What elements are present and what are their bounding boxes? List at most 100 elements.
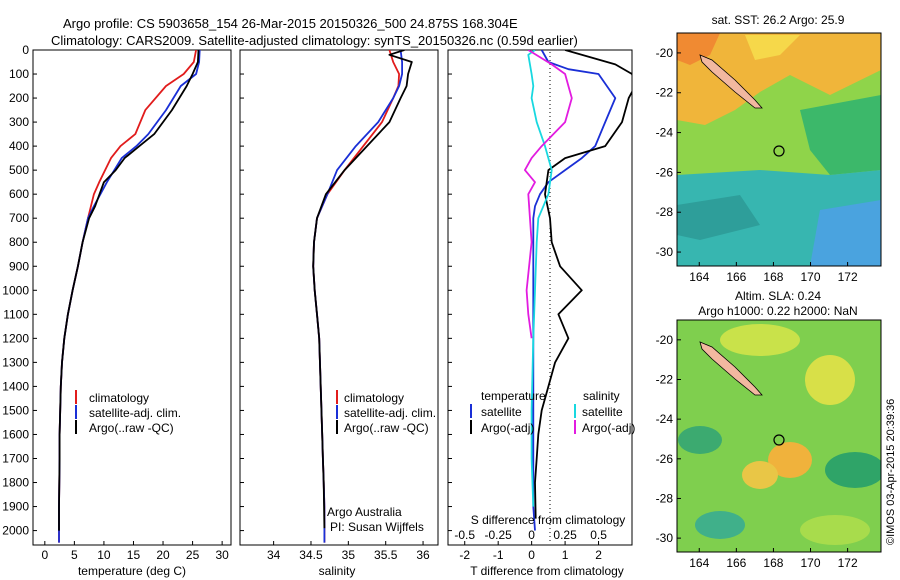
depth-tick-label: 600: [9, 187, 29, 201]
x-tick-label: -2: [459, 548, 470, 562]
x-tick-label: 1: [562, 548, 569, 562]
map-y-tick-label: -22: [656, 372, 674, 386]
series-line-s-argo-adj: [524, 50, 573, 339]
x-tick-label: 34.5: [299, 548, 323, 562]
legend-climatology: climatology: [344, 391, 404, 405]
sst-hot-region: [677, 33, 720, 65]
temperature-panel: [32, 49, 232, 546]
depth-tick-label: 1000: [2, 283, 29, 297]
depth-tick-label: 1200: [2, 331, 29, 345]
map-y-tick-label: -24: [656, 412, 674, 426]
map-y-tick-label: -20: [656, 333, 674, 347]
x-tick-label: 2: [595, 548, 602, 562]
salinity-panel: [239, 49, 439, 546]
legend-s-argo: Argo(-adj): [582, 421, 635, 435]
map-y-tick-label: -26: [656, 165, 674, 179]
x-tick-label: 20: [156, 548, 170, 562]
temperature-x-axis: 0 5 10 15 20 25 30: [41, 541, 229, 562]
legend-climatology: climatology: [89, 391, 149, 405]
sla-dark-blob: [825, 452, 881, 488]
map-x-tick-label: 164: [689, 270, 709, 284]
sst-map-axes: 164 166 168 170 172 -20 -22 -24 -26 -28 -30: [656, 46, 858, 284]
depth-tick-label: 700: [9, 211, 29, 225]
difference-xlabel: T difference from climatology: [470, 564, 624, 578]
x-tick-label: 15: [127, 548, 141, 562]
map-y-tick-label: -22: [656, 86, 674, 100]
map-y-tick-label: -28: [656, 205, 674, 219]
x-tick-label: 10: [97, 548, 111, 562]
sst-map-title: sat. SST: 26.2 Argo: 25.9: [712, 13, 845, 27]
series-line-t-argo-adj: [534, 50, 632, 519]
depth-tick-label: 400: [9, 139, 29, 153]
depth-tick-label: 1400: [2, 379, 29, 393]
imos-credit: ©IMOS 03-Apr-2015 20:39:36: [885, 399, 897, 545]
legend-satellite: satellite-adj. clim.: [89, 406, 181, 420]
salinity-xlabel: salinity: [319, 564, 356, 578]
legend-t-argo: Argo(-adj): [481, 421, 534, 435]
x-tick-label: 0: [528, 548, 535, 562]
new-caledonia-island: [699, 54, 763, 109]
sla-map-axes: 164 166 168 170 172 -20 -22 -24 -26 -28 -30: [656, 333, 858, 570]
depth-tick-label: 1700: [2, 451, 29, 465]
temperature-legend: climatology satellite-adj. clim. Argo(..…: [75, 390, 181, 435]
map-x-tick-label: 170: [801, 556, 821, 570]
depth-tick-label: 2000: [2, 524, 29, 538]
s-tick-label: 0.25: [553, 528, 577, 542]
map-y-tick-label: -26: [656, 452, 674, 466]
legend-satellite: satellite-adj. clim.: [344, 406, 436, 420]
depth-tick-label: 300: [9, 115, 29, 129]
sla-dark-blob: [695, 511, 745, 539]
depth-axis: 0 100 200 300 400 500 600 700 800 900 1000 1100 1200…: [2, 43, 452, 538]
sla-yellow-blob: [742, 461, 778, 489]
difference-top-label: S difference from climatology: [471, 513, 626, 527]
series-line-argo-raw-qc: [58, 50, 200, 531]
map-y-tick-label: -20: [656, 46, 674, 60]
sla-map-title-1: Altim. SLA: 0.24: [735, 289, 821, 303]
difference-legend: temperature satellite Argo(-adj) salinit…: [470, 389, 635, 435]
map-y-tick-label: -28: [656, 491, 674, 505]
difference-series: [524, 50, 632, 531]
sst-argo-marker: [773, 145, 785, 157]
sst-warm-region: [677, 33, 881, 125]
depth-tick-label: 500: [9, 163, 29, 177]
x-tick-label: 5: [71, 548, 78, 562]
annotation-argo-australia: Argo Australia: [327, 505, 402, 519]
map-x-tick-label: 168: [763, 556, 783, 570]
s-tick-label: 0.5: [590, 528, 607, 542]
annotation-pi: PI: Susan Wijffels: [330, 520, 424, 534]
legend-s-satellite: satellite: [582, 405, 623, 419]
sst-yellow-region: [745, 35, 800, 60]
x-tick-label: 30: [215, 548, 229, 562]
map-x-tick-label: 172: [838, 556, 858, 570]
legend-argo: Argo(..raw -QC): [344, 421, 429, 435]
x-tick-label: 34: [267, 548, 281, 562]
depth-tick-label: 1100: [3, 307, 29, 321]
s-tick-label: -0.5: [454, 528, 475, 542]
sla-dark-blob: [678, 426, 722, 454]
map-x-tick-label: 164: [689, 556, 709, 570]
depth-tick-label: 100: [9, 67, 29, 81]
header-line-2: Climatology: CARS2009. Satellite-adjuste…: [51, 33, 578, 48]
header-line-1: Argo profile: CS 5903658_154 26-Mar-2015…: [63, 16, 518, 31]
sla-light-blob: [800, 515, 870, 545]
sst-map-frame: [676, 32, 882, 267]
map-x-tick-label: 168: [763, 270, 783, 284]
s-tick-label: 0: [528, 528, 535, 542]
difference-x-axis: -2 -1 0 1 2 -0.5 -0.25 0 0.25 0.5: [454, 528, 607, 562]
x-tick-label: -1: [493, 548, 504, 562]
series-line-argo-raw-qc: [312, 50, 413, 529]
map-y-tick-label: -30: [656, 245, 674, 259]
series-line-s-satellite: [527, 50, 553, 507]
new-caledonia-island: [699, 341, 763, 396]
sla-argo-marker: [773, 434, 785, 446]
x-tick-label: 0: [41, 548, 48, 562]
x-tick-label: 35: [342, 548, 356, 562]
sla-map-field: [677, 320, 881, 552]
sst-blue-region: [810, 200, 881, 266]
x-tick-label: 25: [186, 548, 200, 562]
map-x-tick-label: 166: [726, 270, 746, 284]
series-line-t-satellite: [532, 50, 617, 531]
depth-tick-label: 800: [9, 235, 29, 249]
x-tick-label: 35.5: [374, 548, 398, 562]
